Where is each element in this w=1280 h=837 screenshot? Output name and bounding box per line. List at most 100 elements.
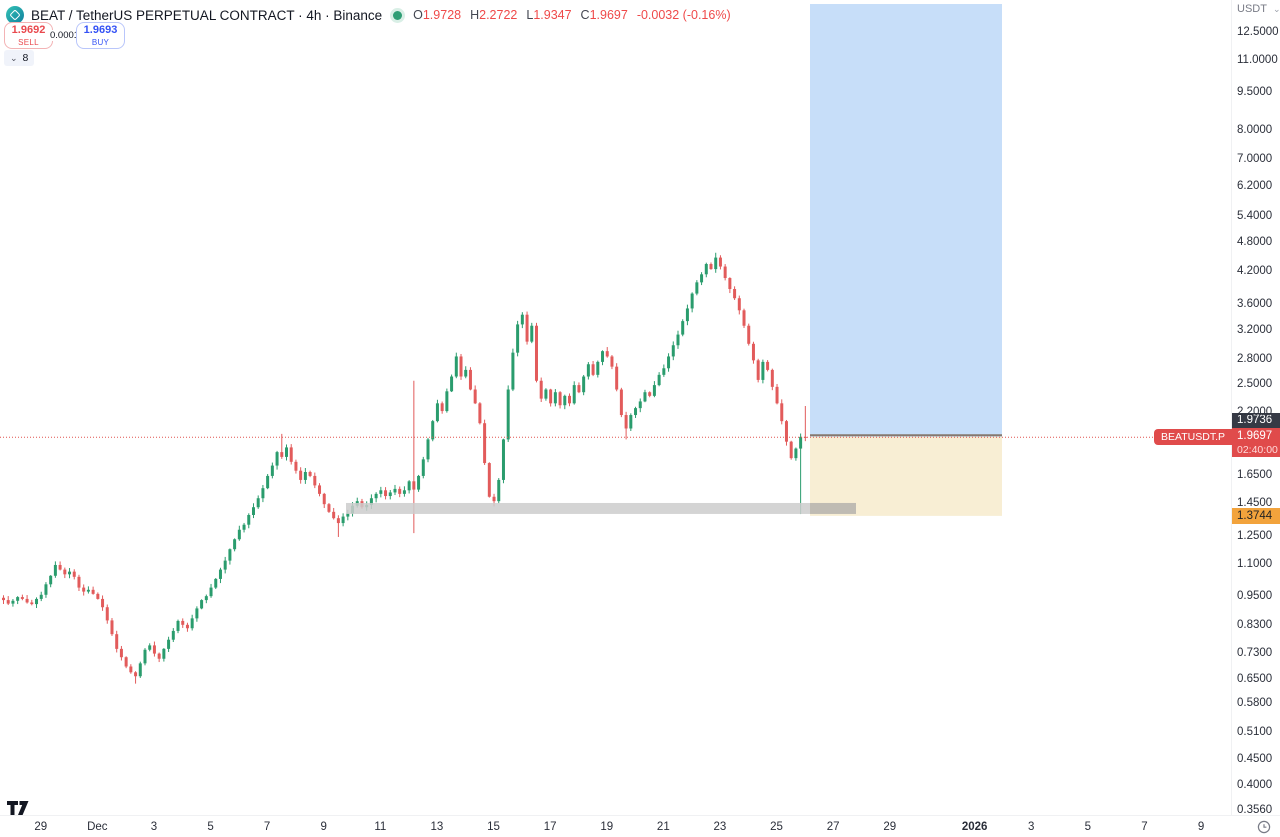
candle-body <box>742 310 746 326</box>
price-tick-label: 0.6500 <box>1237 672 1273 685</box>
candle-body <box>497 479 501 502</box>
candle-body <box>313 475 317 486</box>
candle-body <box>718 257 722 267</box>
candle-body <box>384 490 388 497</box>
candle-body <box>539 380 543 399</box>
tradingview-logo[interactable] <box>7 801 35 819</box>
ohlc-close-value: 1.9697 <box>589 8 628 22</box>
candle-body <box>553 392 557 404</box>
time-tick-label: 15 <box>487 821 500 833</box>
candle-body <box>601 351 605 362</box>
candle-body <box>308 471 312 476</box>
candle-body <box>393 488 397 493</box>
price-tick-label: 3.6000 <box>1237 298 1273 311</box>
time-tick-label: 27 <box>826 821 840 833</box>
support-zone-bar[interactable] <box>346 502 856 514</box>
timezone-clock-icon[interactable] <box>1257 820 1271 834</box>
candle-body <box>233 539 237 550</box>
ohlc-high-label: H <box>470 8 480 22</box>
time-tick-label: 7 <box>263 821 271 833</box>
candle-body <box>440 403 444 412</box>
ohlc-low-value: 1.9347 <box>533 8 572 22</box>
candle-body <box>421 459 425 476</box>
candle-body <box>525 314 529 342</box>
candle-body <box>398 488 402 494</box>
candle-body <box>341 516 345 524</box>
price-tick-label: 6.2000 <box>1237 179 1273 192</box>
candle-body <box>435 403 439 422</box>
price-tick-label: 0.4500 <box>1237 752 1273 765</box>
candle-body <box>624 415 628 429</box>
candle-body <box>266 475 270 489</box>
candle-body <box>685 308 689 322</box>
zone-price-tag: 1.3744 <box>1232 508 1280 524</box>
candle-body <box>629 415 633 429</box>
candle-body <box>473 389 477 404</box>
price-tick-label: 1.1000 <box>1237 557 1273 570</box>
last-price-tag: 1.9697 02:40:00 <box>1232 428 1280 457</box>
candle-body <box>6 600 10 604</box>
price-tick-label: 0.5800 <box>1237 697 1273 710</box>
time-tick-label: 17 <box>543 821 557 833</box>
candle-body <box>464 369 468 377</box>
candle-body <box>185 624 189 629</box>
projection-box-lower[interactable] <box>810 436 1002 516</box>
candle-body <box>530 325 534 342</box>
coin-logo-icon <box>6 6 24 24</box>
candle-body <box>615 366 619 390</box>
candle-body <box>799 436 803 449</box>
candle-body <box>124 657 128 667</box>
sell-button[interactable]: 1.9692 SELL <box>4 22 53 49</box>
price-tick-label: 1.4500 <box>1237 497 1273 510</box>
candle-body <box>643 392 647 402</box>
price-tick-label: 8.0000 <box>1237 123 1273 136</box>
candle-body <box>412 481 416 490</box>
sell-price: 1.9692 <box>11 23 46 36</box>
time-tick-label: 19 <box>600 821 614 833</box>
projection-box-upper[interactable] <box>810 4 1002 437</box>
candle-body <box>667 356 671 369</box>
candle-body <box>119 648 123 658</box>
candle-body <box>35 598 39 605</box>
price-axis[interactable]: USDT ⌄ 1.9736 1.9697 02:40:00 1.3744 12.… <box>1231 0 1280 817</box>
candle-body <box>483 423 487 464</box>
chart-header: BEAT / TetherUS PERPETUAL CONTRACT · 4h … <box>6 5 731 25</box>
time-axis[interactable]: 29 Dec 3 5 7 9 11 13 15 17 19 21 23 25 27 29 2026 3 5 7 9 <box>0 815 1280 837</box>
candle-body <box>374 493 378 499</box>
candle-body <box>671 345 675 357</box>
price-tick-label: 0.3560 <box>1237 804 1273 817</box>
time-tick-label: 11 <box>374 821 387 833</box>
time-tick-label: 21 <box>656 821 670 833</box>
candle-body <box>101 598 105 608</box>
price-tick-label: 2.5000 <box>1237 378 1273 391</box>
time-tick-label: 3 <box>1028 821 1035 833</box>
candle-body <box>280 452 284 457</box>
candle-body <box>487 463 491 497</box>
collapsed-panel-toggle[interactable]: ⌄ 8 <box>4 50 35 66</box>
ohlc-open-label: O <box>413 8 423 22</box>
candle-body <box>115 634 119 649</box>
chevron-down-icon: ⌄ <box>10 53 18 63</box>
candle-body <box>336 518 340 524</box>
chart-canvas[interactable] <box>0 0 1232 815</box>
candle-body <box>770 369 774 387</box>
candle-body <box>511 352 515 390</box>
candle-body <box>402 490 406 494</box>
price-tick-label: 0.5100 <box>1237 725 1273 738</box>
candle-body <box>723 266 727 279</box>
candle-body <box>275 452 279 466</box>
price-tick-label: 1.6500 <box>1237 468 1273 481</box>
candle-body <box>501 439 505 480</box>
candle-body <box>200 600 204 609</box>
buy-button[interactable]: 1.9693 BUY <box>76 22 125 49</box>
candle-body <box>676 334 680 346</box>
candle-body <box>700 274 704 283</box>
candle-body <box>610 356 614 367</box>
candle-body <box>638 401 642 409</box>
symbol-title[interactable]: BEAT / TetherUS PERPETUAL CONTRACT · 4h … <box>31 7 383 23</box>
candle-body <box>450 376 454 392</box>
candle-body <box>209 587 213 597</box>
candle-body <box>803 436 807 438</box>
price-tick-label: 4.8000 <box>1237 235 1273 248</box>
currency-dropdown[interactable]: USDT ⌄ <box>1237 3 1280 15</box>
